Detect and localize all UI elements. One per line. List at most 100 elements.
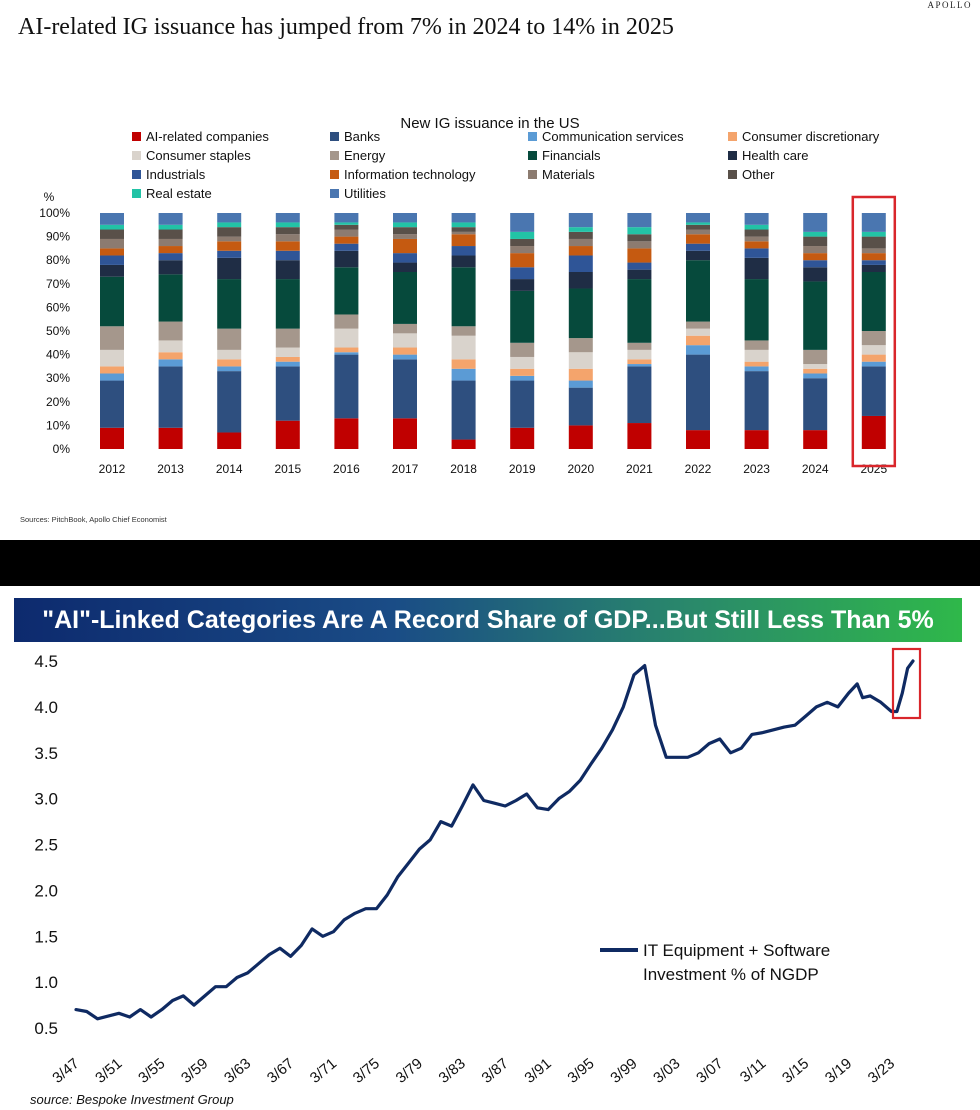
bar-segment xyxy=(158,229,183,239)
bar-segment xyxy=(510,427,535,449)
x-tick-label: 3/55 xyxy=(135,1055,168,1087)
bar-segment xyxy=(451,222,476,228)
bar-segment xyxy=(393,227,417,235)
bar-segment xyxy=(100,326,124,350)
bar-segment xyxy=(100,238,124,249)
bar-segment xyxy=(334,243,359,251)
bar-segment xyxy=(803,236,828,247)
bar-segment xyxy=(393,234,417,239)
bar-segment xyxy=(510,375,535,381)
legend-label-line2: Investment % of NGDP xyxy=(643,965,819,984)
bar-segment xyxy=(393,262,417,272)
bar-segment xyxy=(158,213,183,225)
x-tick-label: 2017 xyxy=(392,462,419,476)
bar-segment xyxy=(744,279,769,341)
bar-segment xyxy=(686,222,710,225)
bar-segment xyxy=(158,274,183,322)
bar-segment xyxy=(158,253,183,261)
bar-segment xyxy=(803,213,828,232)
bar-segment xyxy=(217,241,242,251)
bar-segment xyxy=(803,378,828,431)
x-tick-label: 3/23 xyxy=(865,1055,898,1087)
bar-segment xyxy=(568,352,593,369)
y-tick-label: 50% xyxy=(46,324,70,338)
bar-segment xyxy=(861,213,886,232)
bar-segment xyxy=(803,364,828,369)
x-tick-label: 3/91 xyxy=(521,1055,554,1087)
bar-segment xyxy=(217,257,242,280)
legend-swatch xyxy=(728,132,737,141)
bar-segment xyxy=(686,213,710,223)
x-tick-label: 3/07 xyxy=(693,1055,726,1087)
x-tick-label: 3/87 xyxy=(479,1055,512,1087)
bar-segment xyxy=(568,368,593,381)
bar-segment xyxy=(334,352,359,355)
bar-segment xyxy=(275,234,300,242)
legend-label: Consumer discretionary xyxy=(742,129,880,144)
bar-segment xyxy=(861,272,886,331)
y-tick-label: 30% xyxy=(46,371,70,385)
legend-label: Utilities xyxy=(344,186,386,201)
bar-segment xyxy=(334,213,359,223)
x-tick-label: 2018 xyxy=(450,462,477,476)
x-tick-label: 3/63 xyxy=(221,1055,254,1087)
bar-segment xyxy=(861,260,886,265)
bar-segment xyxy=(510,290,535,343)
x-tick-label: 3/67 xyxy=(264,1055,297,1087)
bar-segment xyxy=(744,430,769,449)
bar-segment xyxy=(803,231,828,237)
bar-segment xyxy=(217,328,242,350)
bar-segment xyxy=(803,246,828,254)
x-tick-label: 2019 xyxy=(509,462,536,476)
y-tick-label: 3.0 xyxy=(34,790,58,809)
bar-segment xyxy=(686,335,710,346)
bar-segment xyxy=(803,281,828,350)
bar-segment xyxy=(803,368,828,374)
bar-segment xyxy=(275,241,300,251)
bar-segment xyxy=(158,260,183,275)
bar-segment xyxy=(686,243,710,251)
bar-segment xyxy=(510,253,535,268)
bar-segment xyxy=(627,241,652,249)
bar-segment xyxy=(100,380,124,428)
legend-swatch xyxy=(330,170,339,179)
bar-segment xyxy=(158,340,183,353)
bar-segment xyxy=(568,231,593,239)
bar-segment xyxy=(510,342,535,357)
bar-segment xyxy=(510,279,535,291)
bar-segment xyxy=(334,328,359,348)
bar-segment xyxy=(334,418,359,449)
bar-segment xyxy=(568,338,593,353)
legend-swatch xyxy=(132,132,141,141)
bar-segment xyxy=(217,236,242,242)
y-tick-label: 40% xyxy=(46,348,70,362)
bar-segment xyxy=(568,288,593,339)
bar-segment xyxy=(451,380,476,440)
bar-segment xyxy=(158,224,183,230)
bar-segment xyxy=(510,213,535,232)
bar-segment xyxy=(568,238,593,247)
bar-segment xyxy=(803,349,828,365)
bar-segment xyxy=(100,229,124,239)
legend-swatch xyxy=(728,170,737,179)
bar-segment xyxy=(568,255,593,272)
bar-segment xyxy=(334,250,359,268)
x-tick-label: 2025 xyxy=(860,462,887,476)
bar-segment xyxy=(100,264,124,277)
bar-segment xyxy=(744,257,769,280)
bar-segment xyxy=(627,342,652,350)
bar-segment xyxy=(334,236,359,244)
bar-segment xyxy=(510,231,535,239)
bar-segment xyxy=(510,380,535,428)
highlight-box-latest xyxy=(891,647,922,720)
bar-segment xyxy=(568,213,593,228)
x-tick-label: 2022 xyxy=(685,462,712,476)
legend-label: Real estate xyxy=(146,186,212,201)
bar-segment xyxy=(393,238,417,254)
bar-segment xyxy=(100,366,124,374)
x-tick-label: 3/47 xyxy=(49,1055,82,1087)
legend-label: Consumer staples xyxy=(146,148,251,163)
bar-segment xyxy=(275,356,300,362)
bar-segment xyxy=(217,349,242,360)
x-tick-label: 3/71 xyxy=(307,1055,340,1087)
